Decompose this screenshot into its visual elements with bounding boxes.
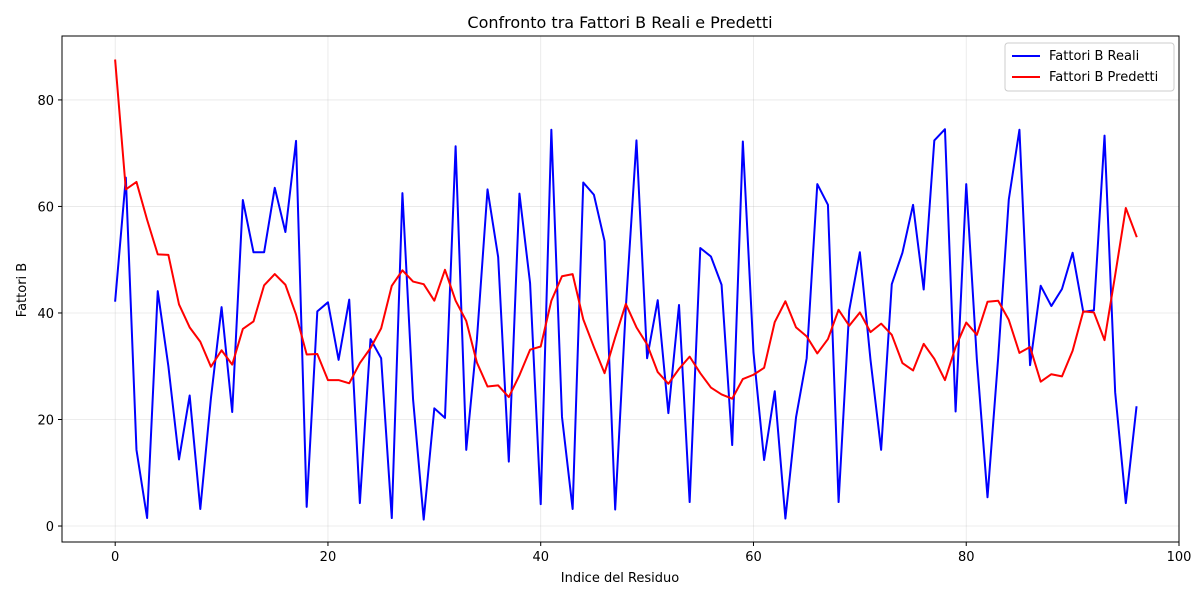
- series-line-predetti: [114, 59, 1138, 400]
- series-line-reali: [114, 128, 1138, 521]
- y-tick-label: 0: [46, 520, 54, 535]
- plot-series: [114, 59, 1138, 521]
- legend-box: [1004, 42, 1175, 92]
- x-tick-label: 80: [958, 550, 975, 565]
- plot-area-frame: [61, 35, 1180, 543]
- legend-label-predetti: Fattori B Predetti: [1049, 70, 1158, 85]
- x-tick-label: 40: [532, 550, 549, 565]
- chart-title: Confronto tra Fattori B Reali e Predetti: [467, 13, 772, 32]
- grid-lines: [62, 36, 1180, 542]
- y-tick-label: 60: [37, 200, 54, 215]
- x-tick-label: 0: [111, 550, 119, 565]
- legend-label-reali: Fattori B Reali: [1049, 49, 1139, 64]
- axis-ticks: 0 20 40 60 80 100 0 20 40 60 80: [37, 94, 1191, 565]
- x-tick-label: 20: [320, 550, 337, 565]
- x-axis-label: Indice del Residuo: [561, 571, 680, 586]
- y-tick-label: 20: [37, 413, 54, 428]
- x-tick-label: 100: [1167, 550, 1192, 565]
- y-tick-label: 40: [37, 307, 54, 322]
- y-axis-label: Fattori B: [15, 263, 30, 317]
- x-tick-label: 60: [745, 550, 762, 565]
- y-tick-label: 80: [37, 94, 54, 109]
- legend: Fattori B Reali Fattori B Predetti: [1004, 42, 1175, 92]
